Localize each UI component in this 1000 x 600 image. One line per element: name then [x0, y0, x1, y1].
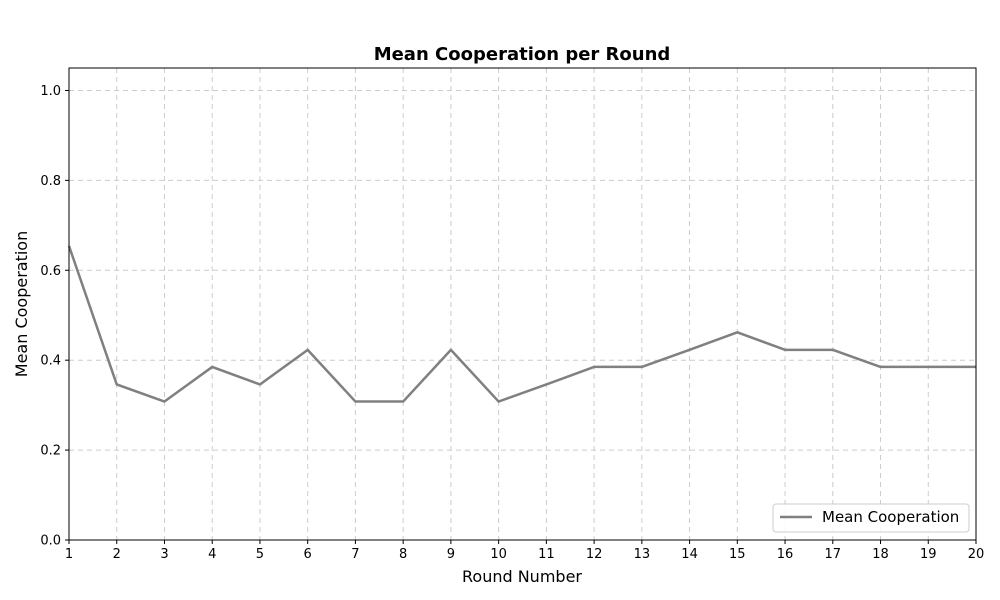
y-tick-label: 0.8	[40, 174, 61, 189]
x-tick-label: 4	[208, 547, 216, 562]
x-axis-label: Round Number	[462, 567, 582, 586]
y-tick-label: 0.6	[40, 264, 61, 279]
x-tick-label: 16	[777, 547, 794, 562]
x-tick-label: 1	[65, 547, 73, 562]
x-tick-label: 13	[634, 547, 651, 562]
legend: Mean Cooperation	[772, 503, 970, 533]
series-layer	[67, 245, 976, 403]
y-tick-label: 0.4	[40, 354, 61, 369]
x-tick-label: 18	[872, 547, 889, 562]
x-tick-label: 12	[586, 547, 603, 562]
x-tick-label: 11	[538, 547, 555, 562]
x-tick-label: 3	[160, 547, 168, 562]
x-tick-label: 15	[729, 547, 746, 562]
plot-frame	[68, 67, 977, 541]
x-tick-label: 10	[490, 547, 507, 562]
chart-title: Mean Cooperation per Round	[374, 44, 671, 65]
x-tick-label: 5	[256, 547, 264, 562]
legend-box	[772, 503, 970, 533]
x-tick-label: 6	[304, 547, 312, 562]
y-tick-label: 1.0	[40, 84, 61, 99]
y-axis: 0.0 0.2 0.4 0.6 0.8 1.0	[40, 84, 69, 549]
x-tick-label: 7	[351, 547, 359, 562]
y-tick-label: 0.2	[40, 444, 61, 459]
x-axis: 1 2 3 4 5 6 7 8 9 10 11 12 13 14 15 16 17 18 19 20	[65, 540, 984, 562]
y-axis-label: Mean Cooperation	[12, 231, 31, 377]
grid-lines	[68, 68, 977, 541]
series-line	[67, 245, 976, 403]
x-tick-label: 14	[681, 547, 698, 562]
y-tick-label: 0.0	[40, 534, 61, 549]
x-tick-label: 17	[825, 547, 842, 562]
x-tick-label: 9	[447, 547, 455, 562]
legend-label: Mean Cooperation	[822, 508, 959, 526]
x-tick-label: 8	[399, 547, 407, 562]
x-tick-label: 20	[968, 547, 985, 562]
x-tick-label: 2	[113, 547, 121, 562]
x-tick-label: 19	[920, 547, 937, 562]
